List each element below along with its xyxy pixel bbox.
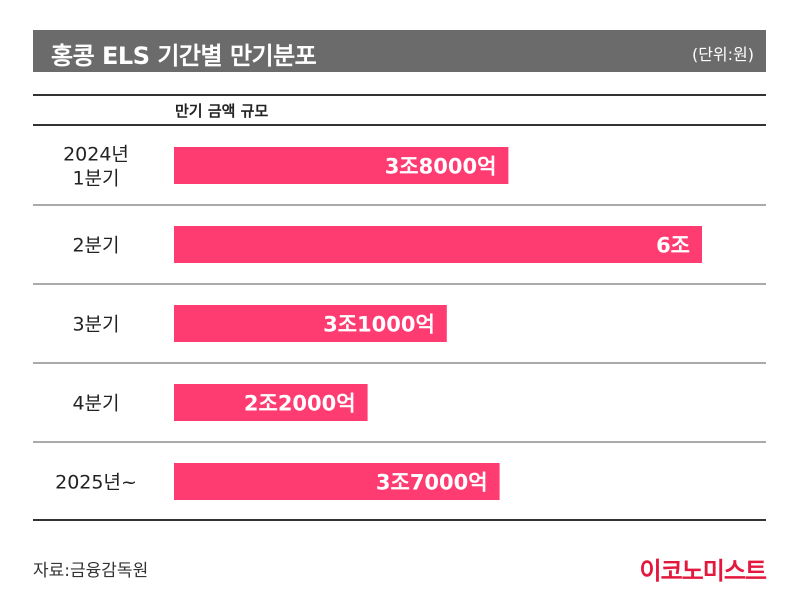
category-label: 4분기 <box>72 393 119 415</box>
unit-label: (단위:원) <box>691 45 754 64</box>
header-rule <box>33 124 766 126</box>
category-label: 2분기 <box>72 235 119 257</box>
top-rule <box>33 94 766 96</box>
data-label: 6조 <box>656 234 690 258</box>
data-label: 2조2000억 <box>244 392 356 416</box>
publisher-logo: 이코노미스트 <box>639 557 767 585</box>
bar <box>174 384 368 421</box>
bar <box>174 463 500 500</box>
bar <box>174 226 702 263</box>
title-bar: 홍콩 ELS 기간별 만기분포 (단위:원) <box>33 30 766 72</box>
bottom-rule <box>33 519 766 521</box>
column-header: 만기 금액 규모 <box>175 102 269 120</box>
data-label: 3조7000억 <box>376 471 488 495</box>
chart-title: 홍콩 ELS 기간별 만기분포 <box>51 42 317 70</box>
category-label: 2024년 1분기 <box>63 144 129 190</box>
data-label: 3조1000억 <box>323 313 435 337</box>
data-label: 3조8000억 <box>385 155 497 179</box>
category-label: 2025년~ <box>55 472 137 494</box>
category-label: 3분기 <box>72 314 119 336</box>
source-label: 자료:금융감독원 <box>33 561 149 581</box>
bar <box>174 305 447 342</box>
bar <box>174 147 509 184</box>
